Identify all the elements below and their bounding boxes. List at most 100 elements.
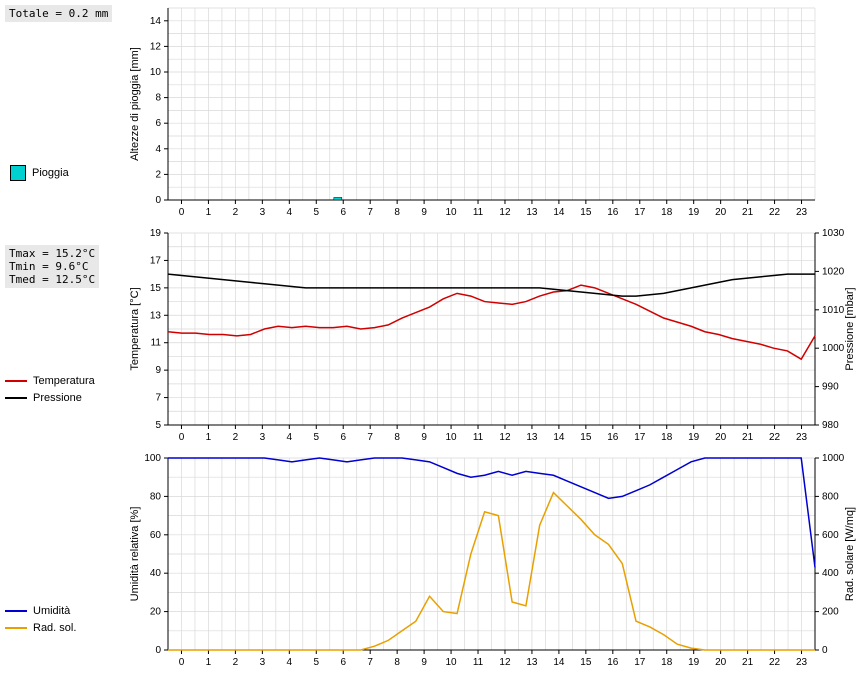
svg-text:1000: 1000 [822,453,845,464]
svg-text:8: 8 [394,657,400,668]
svg-text:8: 8 [155,93,161,104]
svg-text:980: 980 [822,420,839,431]
radsol-line-swatch [5,627,27,629]
svg-text:2: 2 [233,657,239,668]
svg-text:9: 9 [155,365,161,376]
svg-text:10: 10 [446,657,458,668]
temperatura-line-swatch [5,380,27,382]
svg-text:20: 20 [715,657,727,668]
svg-text:990: 990 [822,382,839,393]
svg-text:15: 15 [580,657,592,668]
svg-text:19: 19 [150,228,162,239]
svg-text:11: 11 [473,432,484,443]
svg-text:15: 15 [580,432,592,443]
chart2-info: Tmax = 15.2°C Tmin = 9.6°C Tmed = 12.5°C [5,245,99,288]
total-rain-text: Totale = 0.2 mm [9,7,108,20]
svg-text:17: 17 [634,657,646,668]
svg-text:1030: 1030 [822,228,845,239]
svg-text:400: 400 [822,568,839,579]
svg-text:14: 14 [553,432,565,443]
svg-text:19: 19 [688,657,700,668]
svg-text:22: 22 [769,657,781,668]
svg-text:8: 8 [394,207,400,218]
svg-text:18: 18 [661,657,673,668]
svg-text:16: 16 [607,432,619,443]
svg-text:18: 18 [661,207,673,218]
svg-text:2: 2 [233,207,239,218]
svg-text:16: 16 [607,207,619,218]
svg-text:0: 0 [155,195,161,206]
svg-text:4: 4 [287,657,293,668]
legend-temperatura-label: Temperatura [33,375,95,387]
pioggia-swatch [10,165,26,181]
svg-text:14: 14 [553,207,565,218]
svg-text:17: 17 [150,255,162,266]
svg-text:6: 6 [155,118,161,129]
tmed-text: Tmed = 12.5°C [9,273,95,286]
svg-text:600: 600 [822,530,839,541]
svg-text:20: 20 [715,432,727,443]
svg-text:13: 13 [526,207,538,218]
svg-text:7: 7 [155,393,161,404]
svg-text:23: 23 [796,207,808,218]
legend-radsol-label: Rad. sol. [33,622,76,634]
svg-text:9: 9 [421,207,427,218]
svg-text:13: 13 [150,310,162,321]
umidita-line-swatch [5,610,27,612]
svg-text:1: 1 [206,432,212,443]
legend-umidita: Umidità [5,605,70,617]
legend-pioggia: Pioggia [10,165,69,181]
svg-text:1020: 1020 [822,266,845,277]
svg-text:15: 15 [150,283,162,294]
tmax-text: Tmax = 15.2°C [9,247,95,260]
svg-text:9: 9 [421,432,427,443]
svg-text:1: 1 [206,657,212,668]
svg-text:5: 5 [313,432,319,443]
svg-text:18: 18 [661,432,673,443]
svg-text:8: 8 [394,432,400,443]
svg-text:6: 6 [340,207,346,218]
legend-pressione-label: Pressione [33,392,82,404]
svg-text:5: 5 [155,420,161,431]
svg-text:16: 16 [607,657,619,668]
svg-text:0: 0 [179,207,185,218]
svg-text:22: 22 [769,432,781,443]
svg-text:Pressione [mbar]: Pressione [mbar] [844,287,856,370]
svg-text:1010: 1010 [822,305,845,316]
svg-text:60: 60 [150,530,162,541]
svg-text:800: 800 [822,491,839,502]
svg-text:Rad. solare [W/mq]: Rad. solare [W/mq] [844,507,856,601]
svg-text:21: 21 [742,432,754,443]
svg-text:21: 21 [742,657,754,668]
svg-text:6: 6 [340,657,346,668]
svg-text:22: 22 [769,207,781,218]
svg-text:100: 100 [144,453,161,464]
svg-text:11: 11 [473,657,484,668]
svg-text:14: 14 [150,16,162,27]
svg-text:20: 20 [150,607,162,618]
svg-text:12: 12 [150,41,162,52]
svg-text:1: 1 [206,207,212,218]
svg-text:4: 4 [287,207,293,218]
svg-text:4: 4 [287,432,293,443]
svg-text:3: 3 [260,432,266,443]
svg-text:21: 21 [742,207,754,218]
svg-text:0: 0 [179,432,185,443]
svg-text:Temperatura [°C]: Temperatura [°C] [130,287,141,370]
svg-text:5: 5 [313,207,319,218]
svg-text:3: 3 [260,657,266,668]
legend-temperatura: Temperatura [5,375,95,387]
legend-umidita-label: Umidità [33,605,70,617]
rain-chart: 0246810121401234567891011121314151617181… [130,0,830,225]
svg-text:1000: 1000 [822,343,845,354]
legend-radsol: Rad. sol. [5,622,76,634]
svg-text:11: 11 [473,207,484,218]
svg-text:0: 0 [155,645,161,656]
svg-text:0: 0 [822,645,828,656]
svg-text:40: 40 [150,568,162,579]
chart1-info: Totale = 0.2 mm [5,5,112,22]
svg-text:23: 23 [796,432,808,443]
pressione-line-swatch [5,397,27,399]
temp-pressure-chart: 5 7 9 11 13 15 17 19 980 990 1000 1010 1020 1030 0 1 23 4… [130,225,860,450]
svg-text:4: 4 [155,144,161,155]
